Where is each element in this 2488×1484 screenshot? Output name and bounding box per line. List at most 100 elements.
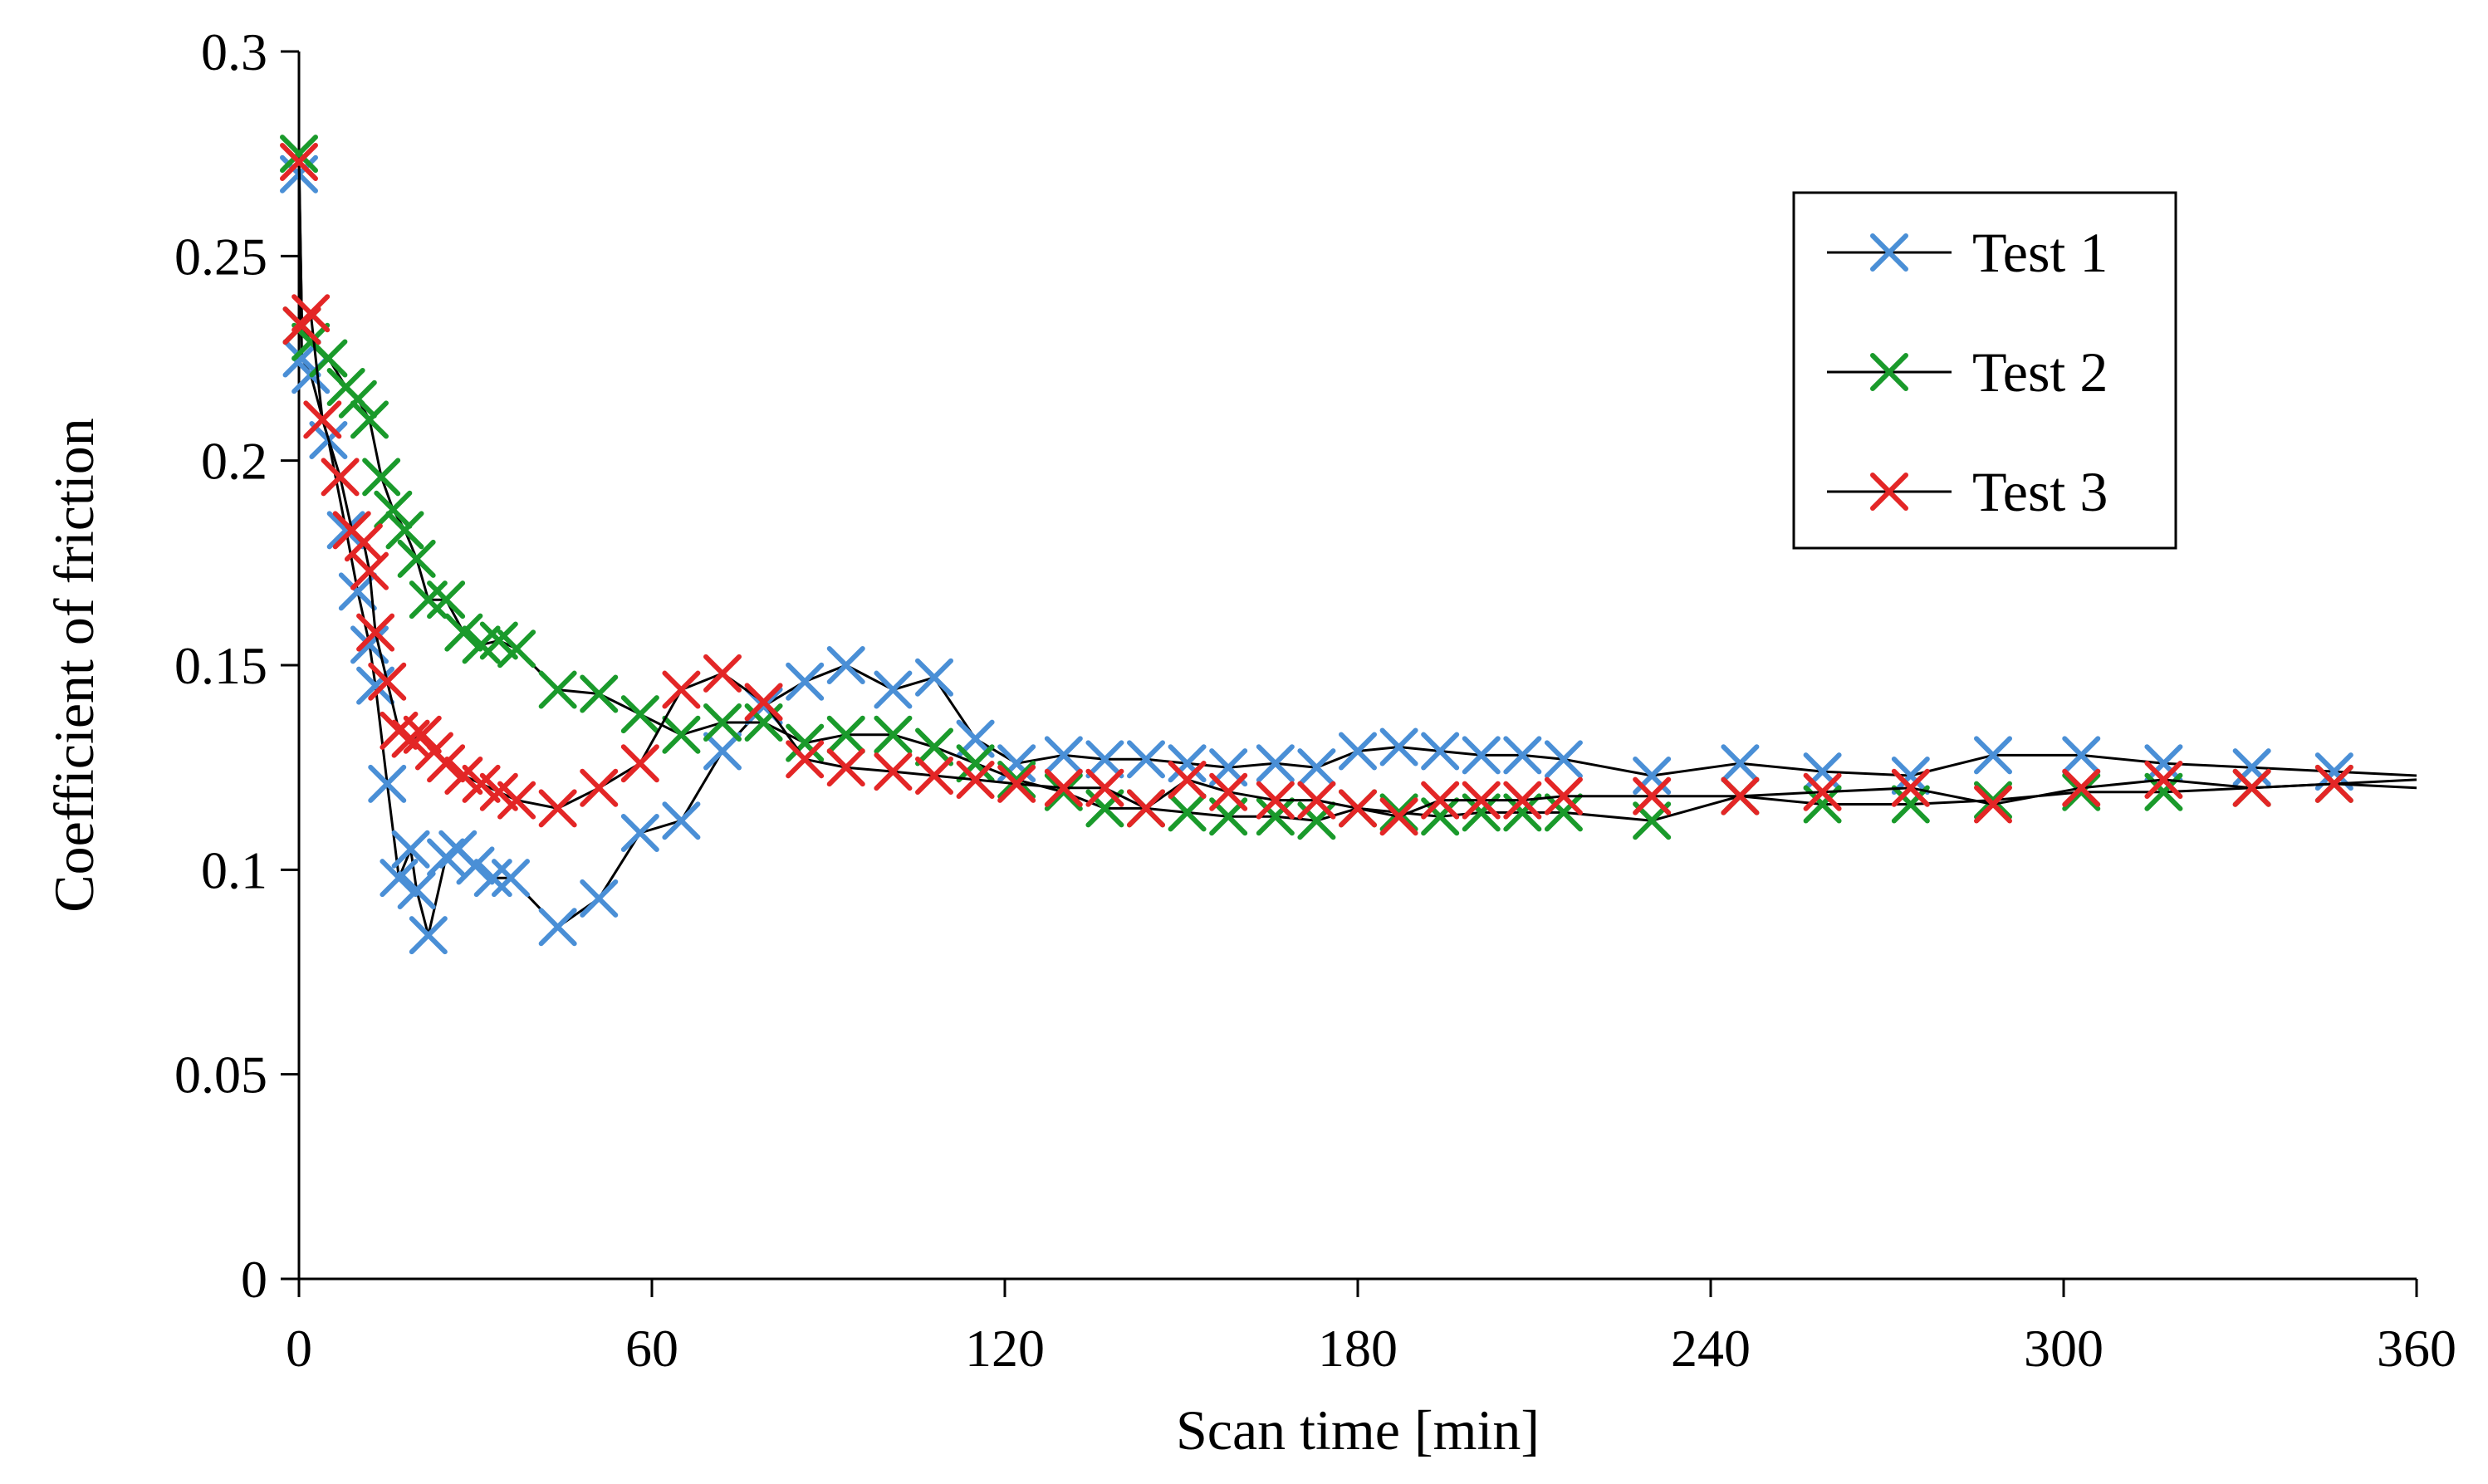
data-point [620,744,659,783]
data-point [374,490,413,529]
marker-stroke [409,580,448,620]
marker-stroke [1339,789,1377,828]
data-point [662,670,701,709]
data-point [303,400,342,439]
x-tick-label: 120 [965,1319,1045,1378]
series-line [297,161,2417,818]
marker-stroke [1544,776,1583,815]
marker-stroke [291,294,331,333]
data-point [538,908,577,947]
data-point [997,760,1036,799]
data-point [403,715,442,754]
data-point [1544,793,1583,832]
data-point [350,400,389,439]
data-point [826,715,865,754]
marker-stroke [874,715,913,754]
marker-stroke [2314,752,2353,791]
data-point [874,752,913,791]
marker-stroke [744,683,783,722]
data-point [1379,793,1418,832]
marker-stroke [1870,233,1908,272]
marker-stroke [1974,736,2012,775]
marker-stroke [280,143,318,182]
data-point [1256,781,1295,820]
marker-stroke [462,764,501,803]
legend-marker [1870,353,1908,391]
marker-stroke [997,760,1036,799]
marker-stroke [1297,748,1336,787]
marker-stroke [1870,473,1908,511]
data-point [580,879,619,918]
data-point [1168,744,1207,783]
marker-stroke [479,621,518,660]
marker-stroke [1085,740,1124,779]
marker-stroke [956,760,995,799]
data-point [427,580,466,620]
data-point [703,732,742,771]
data-point [338,380,377,419]
y-tick-label: 0.15 [174,636,267,695]
data-point [456,846,495,885]
data-point [2062,772,2101,811]
y-axis-title: Coefficient of friction [42,418,105,912]
marker-stroke [786,740,825,779]
data-point [915,757,953,796]
marker-stroke [497,781,536,820]
marker-stroke [303,400,342,439]
marker-stroke [826,646,865,684]
data-point [391,719,430,758]
marker-stroke [1974,785,2012,824]
marker-stroke [350,551,389,590]
data-point [956,744,995,783]
data-point [2144,744,2183,783]
marker-stroke [409,916,448,955]
data-point [1044,768,1083,807]
marker-stroke [2062,768,2101,807]
data-point [538,670,577,709]
data-point [409,580,448,620]
data-point [380,859,419,898]
marker-stroke [662,801,701,840]
marker-stroke [403,715,442,754]
data-point [368,764,407,803]
data-point [462,764,501,803]
data-point [1256,744,1295,783]
marker-stroke [1891,785,1930,824]
marker-stroke [350,625,389,664]
marker-stroke [2062,736,2101,775]
data-point [915,727,953,766]
data-point [580,768,619,807]
data-point [362,458,401,497]
data-point [444,757,483,796]
legend: Test 1 Test 2 Test 3 [1792,191,2177,550]
marker-stroke [391,830,430,869]
marker-stroke [915,757,953,796]
x-tick-label: 0 [286,1319,312,1378]
data-point [1544,740,1583,779]
legend-marker [1870,473,1908,511]
data-point [350,551,389,590]
legend-marker [1870,233,1908,272]
marker-stroke [1209,772,1248,811]
legend-entry: Test 1 [1827,221,2108,284]
marker-stroke [1891,768,1930,807]
data-point [1721,776,1760,815]
marker-stroke [1379,793,1418,832]
data-point [1044,772,1083,811]
data-point [479,621,518,660]
series-test-2 [280,135,2417,840]
data-point [1297,781,1336,820]
marker-stroke [826,748,865,787]
data-point [580,674,619,713]
data-point [1209,772,1248,811]
data-point [997,764,1036,803]
legend-entry: Test 2 [1827,340,2108,404]
marker-stroke [538,789,577,828]
marker-stroke [1503,736,1542,775]
data-point [479,772,518,811]
marker-stroke [2314,764,2353,803]
data-point [662,801,701,840]
marker-stroke [874,752,913,791]
x-tick-label: 360 [2377,1319,2456,1378]
